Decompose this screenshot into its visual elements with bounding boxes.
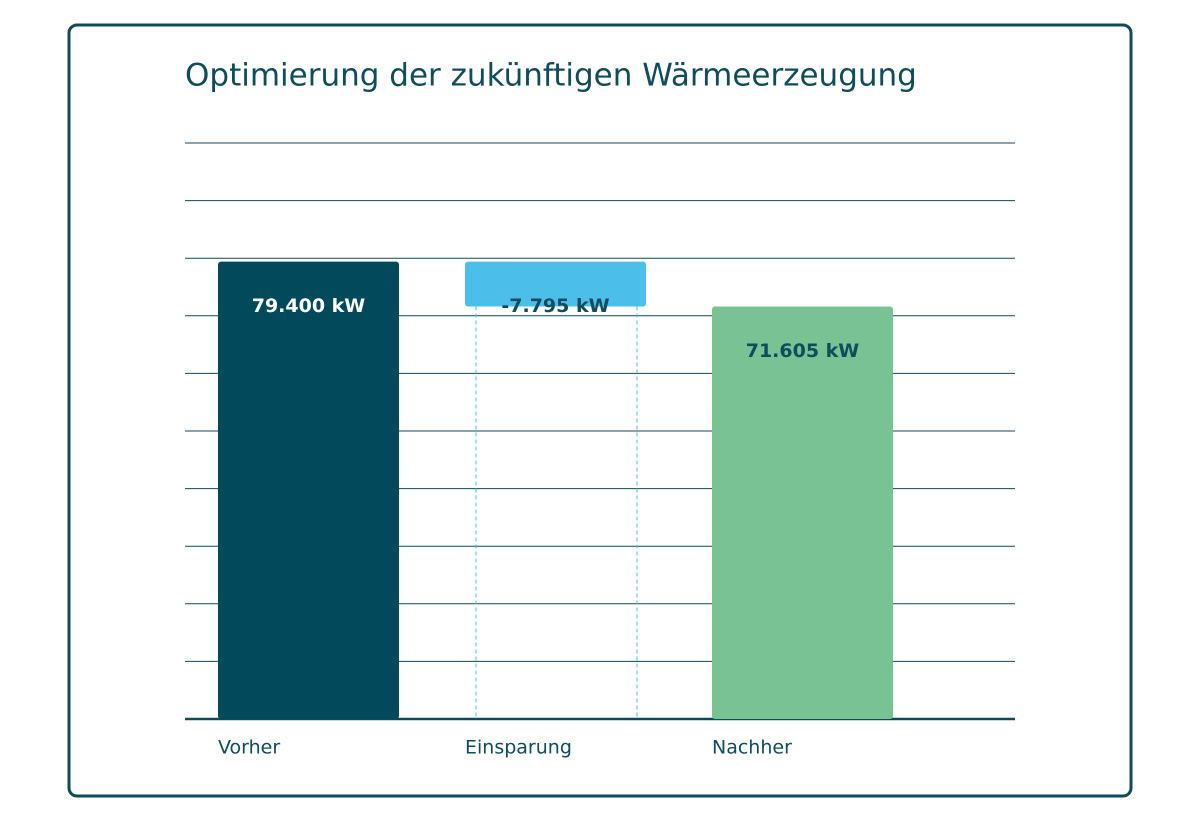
bar — [218, 261, 399, 719]
x-tick-label: Nachher — [712, 737, 792, 759]
value-label: 79.400 kW — [252, 295, 366, 317]
value-label: -7.795 kW — [501, 295, 609, 317]
x-tick-label: Vorher — [218, 737, 280, 759]
chart-title: Optimierung der zukünftigen Wärmeerzeugu… — [185, 58, 917, 94]
value-label: 71.605 kW — [746, 340, 860, 362]
bar — [712, 306, 893, 719]
bar — [465, 261, 646, 307]
x-tick-label: Einsparung — [465, 737, 572, 759]
